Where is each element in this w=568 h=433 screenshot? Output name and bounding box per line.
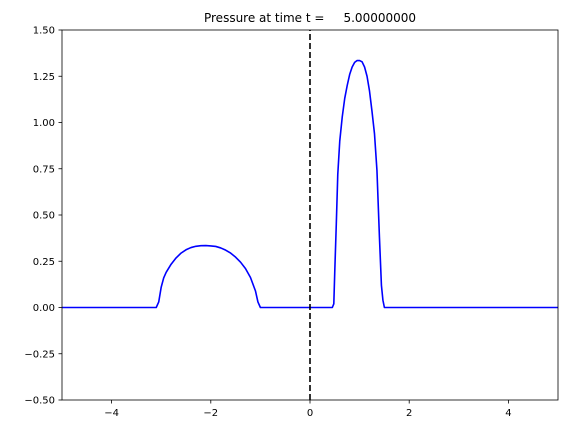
y-tick-label: 0.75: [33, 164, 55, 175]
chart-title: Pressure at time t = 5.00000000: [204, 11, 416, 25]
ticks-layer: −4 −2 0 2 4 −0.50 −0.25 0.00 0.25 0.50 0.75 1.00 1.2…: [24, 26, 511, 420]
y-tick-label: 0.25: [33, 257, 55, 268]
y-tick-label: 0.00: [33, 303, 55, 314]
x-tick-label: 4: [505, 408, 511, 419]
y-tick-label: −0.50: [24, 396, 55, 407]
x-tick-label: −4: [104, 408, 119, 419]
y-tick-label: 1.00: [33, 118, 55, 129]
y-tick-label: 1.25: [33, 72, 55, 83]
y-tick-label: −0.25: [24, 349, 55, 360]
x-tick-label: 2: [406, 408, 412, 419]
x-tick-label: 0: [307, 408, 313, 419]
x-tick-label: −2: [203, 408, 218, 419]
y-tick-label: 1.50: [33, 26, 55, 37]
pressure-line-series: [62, 59, 558, 309]
series-layer: [62, 30, 558, 400]
y-tick-label: 0.50: [33, 211, 55, 222]
